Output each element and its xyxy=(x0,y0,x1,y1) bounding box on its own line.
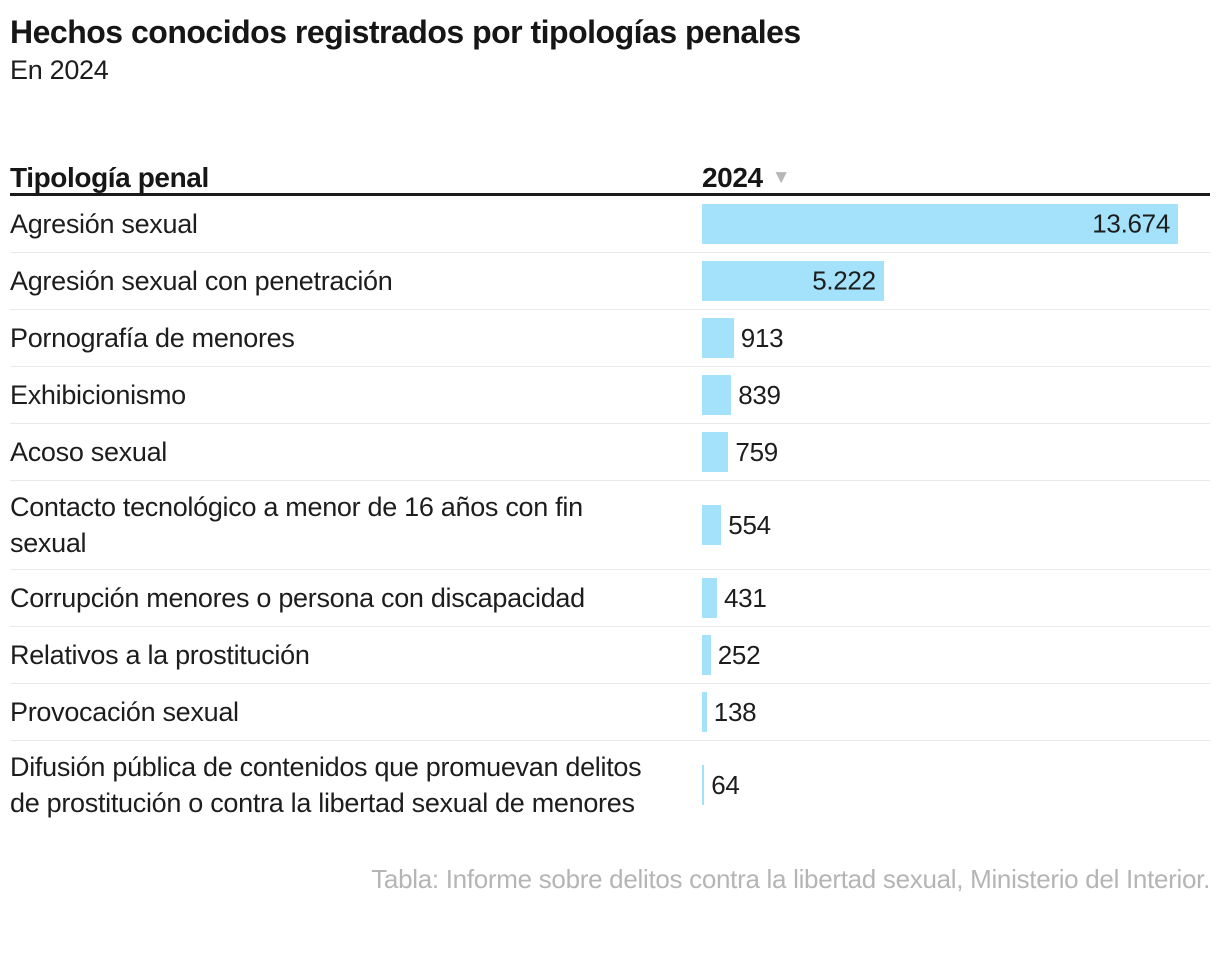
bar-cell: 252 xyxy=(702,635,1210,675)
value-bar: 5.222 xyxy=(702,261,884,301)
table-row: Acoso sexual 759 xyxy=(10,424,1210,481)
chart-subtitle: En 2024 xyxy=(10,55,109,85)
value-label: 759 xyxy=(735,436,778,467)
value-bar xyxy=(702,635,711,675)
bar-cell: 5.222 xyxy=(702,261,1210,301)
table-row: Difusión pública de contenidos que promu… xyxy=(10,741,1210,829)
row-label: Corrupción menores o persona con discapa… xyxy=(10,583,585,613)
table-row: Relativos a la prostitución 252 xyxy=(10,627,1210,684)
table-row: Exhibicionismo 839 xyxy=(10,367,1210,424)
value-bar xyxy=(702,318,734,358)
table-row: Pornografía de menores 913 xyxy=(10,310,1210,367)
bar-cell: 554 xyxy=(702,505,1210,545)
value-label: 13.674 xyxy=(1092,208,1170,239)
bar-cell: 13.674 xyxy=(702,204,1210,244)
sort-desc-icon: ▼ xyxy=(771,167,791,188)
row-label: Difusión pública de contenidos que promu… xyxy=(10,752,642,818)
value-label: 431 xyxy=(724,582,767,613)
value-label: 138 xyxy=(713,696,757,727)
column-header-tipologia-penal[interactable]: Tipología penal xyxy=(10,162,209,193)
column-header-2024-label: 2024 xyxy=(702,162,763,193)
value-label: 5.222 xyxy=(812,265,876,296)
value-bar xyxy=(702,578,717,618)
value-label: 252 xyxy=(717,639,761,670)
bar-cell: 64 xyxy=(702,765,1210,805)
bar-cell: 431 xyxy=(702,578,1210,618)
table-row: Agresión sexual 13.674 xyxy=(10,196,1210,253)
value-label: 554 xyxy=(728,509,771,540)
row-label: Agresión sexual xyxy=(10,209,198,239)
row-label: Pornografía de menores xyxy=(10,323,295,353)
bar-cell: 913 xyxy=(702,318,1210,358)
row-label: Acoso sexual xyxy=(10,437,167,467)
value-label: 839 xyxy=(738,379,781,410)
value-label: 913 xyxy=(740,322,784,353)
value-bar: 13.674 xyxy=(702,204,1178,244)
row-label: Relativos a la prostitución xyxy=(10,640,310,670)
value-bar xyxy=(702,692,707,732)
table-row: Contacto tecnológico a menor de 16 años … xyxy=(10,481,1210,570)
chart-container: Hechos conocidos registrados por tipolog… xyxy=(10,14,1210,894)
table-header: Tipología penal 2024 ▼ xyxy=(10,162,1210,196)
bar-cell: 138 xyxy=(702,692,1210,732)
chart-title: Hechos conocidos registrados por tipolog… xyxy=(10,14,801,50)
table-row: Provocación sexual 138 xyxy=(10,684,1210,741)
bar-cell: 759 xyxy=(702,432,1210,472)
value-label: 64 xyxy=(711,769,740,800)
row-label: Exhibicionismo xyxy=(10,380,186,410)
row-label: Contacto tecnológico a menor de 16 años … xyxy=(10,492,583,558)
value-bar xyxy=(702,765,705,805)
source-footer: Tabla: Informe sobre delitos contra la l… xyxy=(371,864,1210,894)
table-row: Agresión sexual con penetración 5.222 xyxy=(10,253,1210,310)
row-label: Provocación sexual xyxy=(10,697,239,727)
row-label: Agresión sexual con penetración xyxy=(10,266,393,296)
table-body: Agresión sexual 13.674 Agresión sexual c… xyxy=(10,196,1210,829)
table-row: Corrupción menores o persona con discapa… xyxy=(10,570,1210,627)
value-bar xyxy=(702,375,732,415)
value-bar xyxy=(702,505,722,545)
column-header-2024[interactable]: 2024 ▼ xyxy=(702,162,791,194)
bar-cell: 839 xyxy=(702,375,1210,415)
value-bar xyxy=(702,432,729,472)
